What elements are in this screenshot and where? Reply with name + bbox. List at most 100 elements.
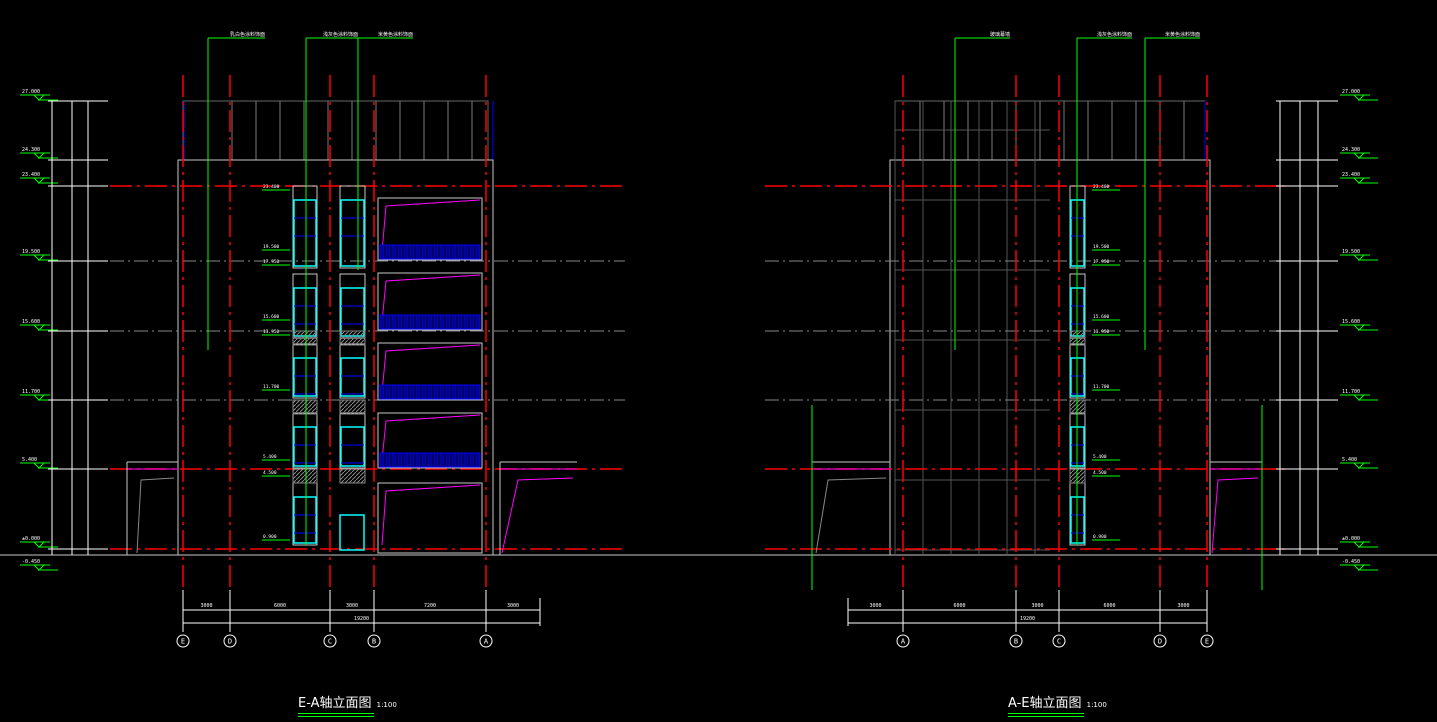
axis-bubble (1153, 634, 1167, 648)
leader-note: 米黄色涂料饰面 (1165, 31, 1200, 38)
annex-slope (501, 477, 574, 554)
window-frame (292, 343, 318, 399)
window-frame (339, 412, 366, 469)
floor-mark-label: 4.500 (263, 470, 277, 476)
floor-mark-label: 23.400 (1093, 184, 1110, 190)
dimension-value: 3000 (200, 603, 212, 609)
axis-bubble (323, 634, 337, 648)
dimension-value: 3000 (869, 603, 881, 609)
right-title-underline (1008, 713, 1084, 714)
level-triangle-icon (1353, 394, 1365, 401)
floor-mark-label: 15.600 (1093, 314, 1110, 320)
level-label: -0.450 (1342, 559, 1360, 565)
level-triangle-icon (1353, 177, 1365, 184)
floor-mark-label: 13.950 (1093, 329, 1110, 335)
hatch-band (292, 399, 318, 415)
floor-mark-label: 5.400 (1093, 454, 1107, 460)
leader-note: 乳白色涂料饰面 (230, 31, 265, 38)
axis-bubble (223, 634, 237, 648)
dimension-value: 6000 (1103, 603, 1115, 609)
level-label: 19.500 (1342, 249, 1360, 255)
axis-bubble (367, 634, 381, 648)
axis-bubble (1200, 634, 1214, 648)
window-glass (293, 426, 317, 467)
leader-note: 玻璃幕墙 (990, 31, 1010, 38)
level-triangle-icon (33, 177, 45, 184)
level-label: 15.600 (22, 319, 40, 325)
parapet-outline (182, 100, 489, 161)
hatch-band (339, 468, 366, 484)
floor-mark-label: 5.400 (263, 454, 277, 460)
hatch-band (292, 330, 318, 346)
level-triangle-icon (1353, 254, 1365, 261)
left-scale: 1:100 (376, 701, 397, 709)
dimension-value: 3000 (507, 603, 519, 609)
axis-label: C (328, 638, 332, 646)
annex-slope (815, 477, 887, 554)
level-label: 23.400 (22, 172, 40, 178)
axis-label: E (1205, 638, 1209, 646)
axis-label: B (372, 638, 376, 646)
floor-mark-label: 15.600 (263, 314, 280, 320)
left-title: E-A轴立面图 (298, 696, 372, 711)
right-title-block: A-E轴立面图 1:100 (1008, 692, 1107, 714)
balcony-canopy (381, 414, 481, 461)
window-frame (292, 412, 318, 469)
level-triangle-icon (1353, 462, 1365, 469)
axis-bubble (1009, 634, 1023, 648)
level-label: 5.400 (22, 457, 37, 463)
window-frame (292, 185, 318, 269)
right-scale: 1:100 (1086, 701, 1107, 709)
axis-label: D (1158, 638, 1162, 646)
dimension-value: 6000 (953, 603, 965, 609)
hatch-band (339, 330, 366, 346)
dimension-value: 3000 (1031, 603, 1043, 609)
floor-mark-label: 0.900 (263, 534, 277, 540)
axis-label: E (181, 638, 185, 646)
level-label: 27.000 (22, 89, 40, 95)
balcony-canopy (381, 484, 481, 546)
dimension-value: 3000 (346, 603, 358, 609)
axis-bubble (896, 634, 910, 648)
level-label: -0.450 (22, 559, 40, 565)
level-triangle-icon (33, 254, 45, 261)
level-triangle-icon (33, 324, 45, 331)
level-label: 24.300 (1342, 147, 1360, 153)
level-triangle-icon (1353, 564, 1365, 571)
annex-slope (136, 477, 175, 554)
balcony-railing (379, 384, 481, 400)
floor-mark-label: 17.950 (1093, 259, 1110, 265)
floor-mark-label: 19.500 (1093, 244, 1110, 250)
right-title: A-E轴立面图 (1008, 696, 1082, 711)
axis-bubble (479, 634, 493, 648)
level-triangle-icon (1353, 94, 1365, 101)
balcony-frame (377, 412, 483, 469)
level-label: ±0.000 (22, 536, 40, 542)
level-label: ±0.000 (1342, 536, 1360, 542)
balcony-canopy (381, 274, 481, 323)
leader-note: 米黄色涂料饰面 (378, 31, 413, 38)
balcony-frame (377, 272, 483, 331)
floor-mark-label: 23.400 (263, 184, 280, 190)
leader-note: 浅灰色涂料饰面 (1097, 31, 1132, 38)
balcony-canopy (381, 199, 481, 253)
balcony-frame (377, 197, 483, 261)
level-triangle-icon (33, 564, 45, 571)
level-label: 23.400 (1342, 172, 1360, 178)
window-glass (293, 287, 317, 337)
floor-mark-label: 13.950 (263, 329, 280, 335)
level-triangle-icon (33, 462, 45, 469)
dimension-value: 6000 (274, 603, 286, 609)
level-label: 27.000 (1342, 89, 1360, 95)
axis-label: D (228, 638, 232, 646)
level-triangle-icon (1353, 152, 1365, 159)
level-triangle-icon (1353, 541, 1365, 548)
window-glass (340, 426, 365, 467)
leader-note: 浅灰色涂料饰面 (323, 31, 358, 38)
level-triangle-icon (33, 152, 45, 159)
level-label: 11.700 (1342, 389, 1360, 395)
level-triangle-icon (33, 394, 45, 401)
left-title-block: E-A轴立面图 1:100 (298, 692, 397, 714)
balcony-railing (379, 244, 481, 260)
axis-label: B (1014, 638, 1018, 646)
